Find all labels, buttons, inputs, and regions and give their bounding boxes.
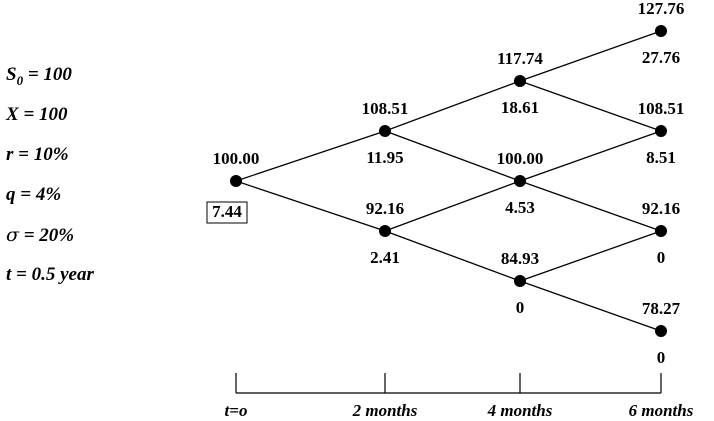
node-stock-price: 108.51 [362, 99, 409, 118]
node-stock-price: 84.93 [501, 249, 539, 268]
timeline-label: 6 months [629, 401, 694, 420]
timeline-label: t=o [225, 401, 248, 420]
node-stock-price: 100.00 [497, 149, 544, 168]
node-stock-price: 108.51 [638, 99, 685, 118]
tree-edge [384, 180, 521, 232]
timeline-label: 2 months [352, 401, 418, 420]
tree-node [655, 125, 667, 137]
param-volatility: σ = 20% [6, 224, 75, 246]
param-rate: r = 10% [6, 144, 69, 165]
node-option-value: 18.61 [501, 98, 539, 117]
tree-node [514, 275, 526, 287]
tree-edge [519, 80, 662, 132]
node-stock-price: 78.27 [642, 299, 681, 318]
tree-edge [384, 130, 521, 182]
node-stock-price: 127.76 [638, 0, 685, 18]
tree-node [655, 25, 667, 37]
tree-edge [384, 230, 521, 282]
node-option-value: 7.44 [212, 202, 242, 221]
node-option-value: 4.53 [505, 198, 535, 217]
timeline-label: 4 months [487, 401, 553, 420]
param-strike: X = 100 [6, 104, 68, 125]
node-stock-price: 92.16 [366, 199, 404, 218]
tree-edge [519, 280, 662, 332]
node-option-value: 2.41 [370, 248, 400, 267]
param-s0: S0 = 100 [6, 64, 72, 88]
node-stock-price: 92.16 [642, 199, 680, 218]
tree-node [514, 75, 526, 87]
option-value-box [206, 201, 248, 224]
tree-node [379, 225, 391, 237]
timeline-axis: t=o 2 months 4 months 6 months [225, 373, 694, 420]
tree-edges [235, 30, 662, 332]
tree-node [230, 175, 242, 187]
node-option-value: 8.51 [646, 148, 676, 167]
node-option-value: 0 [516, 298, 525, 317]
node-stock-price: 100.00 [213, 149, 260, 168]
tree-node [379, 125, 391, 137]
tree-edge [235, 180, 386, 232]
node-stock-price: 117.74 [497, 49, 543, 68]
tree-edge [519, 130, 662, 182]
tree-edge [235, 130, 386, 182]
tree-node [655, 225, 667, 237]
tree-edge [519, 180, 662, 232]
tree-node [655, 325, 667, 337]
node-option-value: 0 [657, 348, 666, 367]
param-dividend-yield: q = 4% [6, 184, 62, 205]
node-option-value: 11.95 [366, 148, 403, 167]
tree-edge [519, 230, 662, 282]
tree-node [514, 175, 526, 187]
tree-edge [384, 80, 521, 132]
param-time: t = 0.5 year [6, 264, 94, 285]
tree-edge [519, 30, 662, 82]
node-option-value: 0 [657, 248, 666, 267]
tree-nodes: 100.00 7.44 108.51 11.95 92.16 2.41 117.74 18.6… [206, 0, 685, 367]
node-option-value: 27.76 [642, 48, 680, 67]
